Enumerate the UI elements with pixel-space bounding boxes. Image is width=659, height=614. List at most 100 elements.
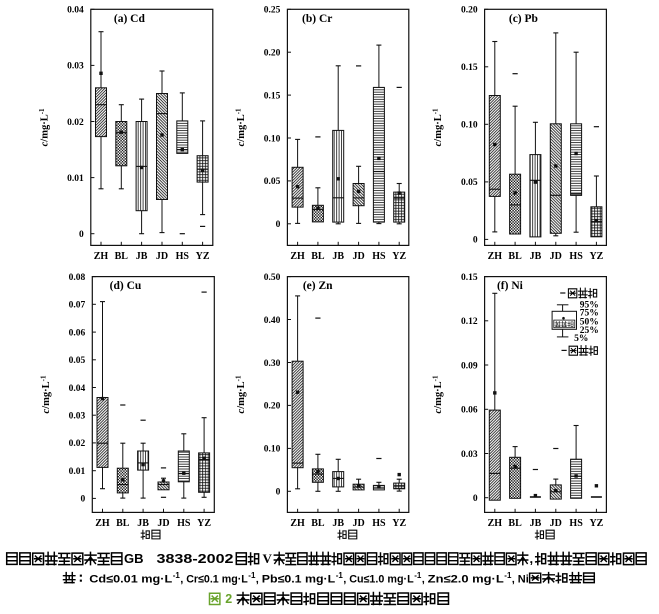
svg-text:BL: BL	[311, 251, 325, 262]
svg-text:75%: 75%	[580, 309, 599, 319]
svg-text:0.04: 0.04	[67, 6, 84, 16]
svg-text:c/mg·L-1: c/mg·L-1	[432, 108, 445, 146]
svg-text:V: V	[263, 551, 273, 566]
svg-text:YZ: YZ	[392, 518, 406, 529]
svg-text:0.02: 0.02	[69, 439, 86, 449]
svg-text:0: 0	[276, 220, 281, 230]
svg-text:-1: -1	[248, 571, 256, 580]
svg-text:BL: BL	[116, 518, 130, 529]
svg-text:,: ,	[512, 573, 515, 585]
svg-text:(c) Pb: (c) Pb	[509, 13, 538, 25]
svg-text:3838-2002: 3838-2002	[157, 551, 234, 566]
svg-text:0.40: 0.40	[264, 316, 281, 326]
svg-text:,: ,	[343, 573, 346, 585]
svg-text:ZH: ZH	[290, 518, 305, 529]
svg-text:0.25: 0.25	[264, 6, 281, 16]
svg-text:HS: HS	[569, 251, 583, 262]
svg-text:0.04: 0.04	[69, 384, 86, 394]
svg-text:JD: JD	[352, 251, 364, 262]
svg-text:(e) Zn: (e) Zn	[303, 280, 333, 292]
svg-text:0.15: 0.15	[461, 63, 478, 73]
svg-text:YZ: YZ	[589, 251, 603, 262]
svg-text:YZ: YZ	[589, 518, 603, 529]
svg-text:BL: BL	[508, 518, 522, 529]
svg-text:ZH: ZH	[488, 518, 503, 529]
svg-text:0.20: 0.20	[461, 6, 478, 16]
svg-text:JD: JD	[156, 251, 168, 262]
svg-text:0.10: 0.10	[264, 134, 281, 144]
svg-text:Cu≤1.0 mg·L: Cu≤1.0 mg·L	[349, 573, 414, 585]
svg-text:c/mg·L-1: c/mg·L-1	[234, 375, 247, 413]
svg-text:,: ,	[256, 573, 259, 585]
svg-text:95%: 95%	[580, 300, 599, 310]
svg-text:ZH: ZH	[94, 251, 109, 262]
svg-text:,: ,	[180, 573, 183, 585]
svg-text:HS: HS	[177, 518, 191, 529]
svg-text:YZ: YZ	[196, 251, 210, 262]
svg-text:JB: JB	[332, 518, 344, 529]
svg-text:0.03: 0.03	[69, 412, 86, 422]
svg-text:0.20: 0.20	[264, 402, 281, 412]
svg-text:BL: BL	[115, 251, 129, 262]
svg-text:JB: JB	[137, 518, 149, 529]
svg-text:0.08: 0.08	[69, 273, 86, 283]
svg-text:JB: JB	[136, 251, 148, 262]
svg-text:0: 0	[473, 236, 478, 246]
svg-text:Zn≤2.0 mg·L: Zn≤2.0 mg·L	[428, 573, 504, 585]
svg-text:Cr≤0.1 mg·L: Cr≤0.1 mg·L	[186, 573, 248, 585]
svg-text:Ni: Ni	[518, 573, 529, 585]
svg-text:Pb≤0.1 mg·L: Pb≤0.1 mg·L	[262, 573, 336, 585]
svg-text:0.15: 0.15	[461, 273, 478, 283]
svg-text:0.15: 0.15	[264, 91, 281, 101]
svg-text:0: 0	[276, 488, 281, 498]
svg-text:0.05: 0.05	[461, 178, 478, 188]
svg-text:ZH: ZH	[290, 251, 305, 262]
svg-text:BL: BL	[508, 251, 522, 262]
svg-text:0.30: 0.30	[264, 359, 281, 369]
svg-text:0.09: 0.09	[461, 361, 478, 371]
svg-text:ZH: ZH	[95, 518, 110, 529]
svg-text:JB: JB	[332, 251, 344, 262]
svg-text:Cd≤0.01 mg·L: Cd≤0.01 mg·L	[89, 573, 172, 585]
svg-text:0.03: 0.03	[461, 450, 478, 460]
svg-text:JD: JD	[157, 518, 169, 529]
svg-text:0.20: 0.20	[264, 49, 281, 59]
svg-text:HS: HS	[176, 251, 190, 262]
svg-text:0: 0	[79, 230, 84, 240]
svg-text:0.05: 0.05	[264, 177, 281, 187]
svg-text:YZ: YZ	[197, 518, 211, 529]
svg-text:0.10: 0.10	[461, 121, 478, 131]
svg-text:JB: JB	[530, 518, 542, 529]
svg-text:-1: -1	[414, 571, 422, 580]
svg-text:JD: JD	[352, 518, 364, 529]
svg-text:0.01: 0.01	[69, 467, 86, 477]
svg-text:25%: 25%	[580, 326, 599, 336]
svg-text:ZH: ZH	[488, 251, 503, 262]
svg-text:,: ,	[422, 573, 425, 585]
svg-text:0: 0	[473, 494, 478, 504]
svg-text:HS: HS	[569, 518, 583, 529]
svg-text:JB: JB	[530, 251, 542, 262]
svg-text:YZ: YZ	[392, 251, 406, 262]
svg-text:0.06: 0.06	[69, 328, 86, 338]
svg-text:50%: 50%	[580, 318, 599, 328]
svg-text:HS: HS	[372, 518, 386, 529]
svg-text:0.50: 0.50	[264, 273, 281, 283]
svg-text:2: 2	[225, 592, 232, 606]
svg-text:BL: BL	[311, 518, 325, 529]
svg-text:(f) Ni: (f) Ni	[497, 280, 524, 292]
svg-text:-1: -1	[336, 571, 344, 580]
svg-text:c/mg·L-1: c/mg·L-1	[432, 375, 445, 413]
svg-text:0.02: 0.02	[67, 118, 84, 128]
svg-text:0.03: 0.03	[67, 62, 84, 72]
svg-text:JD: JD	[550, 518, 562, 529]
svg-text:HS: HS	[372, 251, 386, 262]
svg-text:0.07: 0.07	[69, 301, 86, 311]
svg-text:0.05: 0.05	[69, 356, 86, 366]
svg-text:0.06: 0.06	[461, 406, 478, 416]
svg-text:GB: GB	[124, 551, 144, 566]
svg-text:-1: -1	[504, 571, 512, 580]
svg-text:(b) Cr: (b) Cr	[302, 13, 332, 25]
svg-text:JD: JD	[550, 251, 562, 262]
svg-text:0: 0	[81, 495, 86, 505]
